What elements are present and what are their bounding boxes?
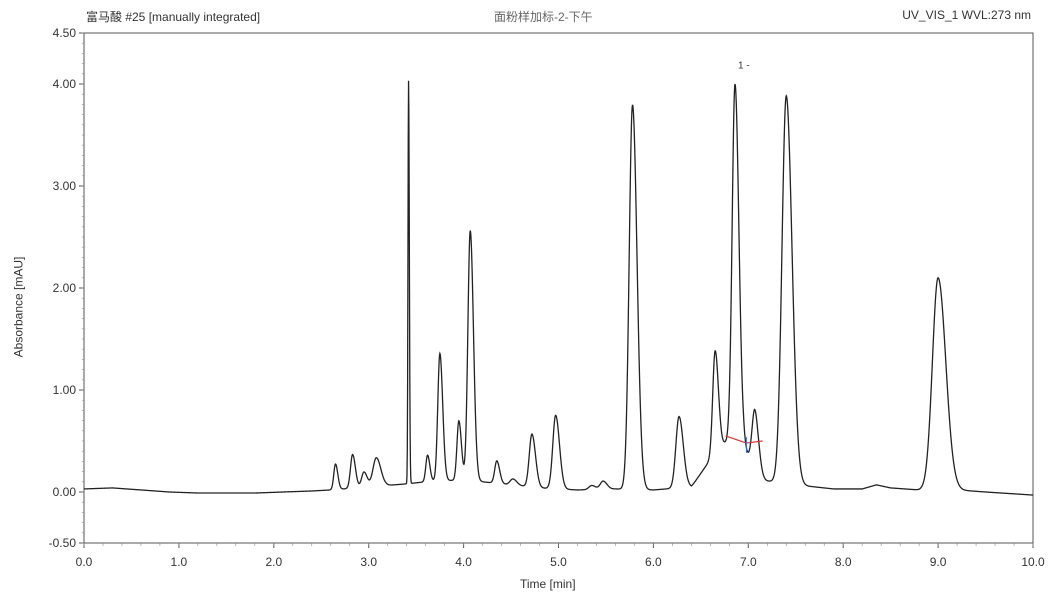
y-tick-label: 2.00 [53,281,77,295]
x-tick-label: 10.0 [1021,555,1045,569]
series-line-uv-vis-1 [83,80,1034,496]
x-tick-label: 8.0 [835,555,852,569]
chart-header-center: 面粉样加标-2-下午 [494,10,593,24]
y-tick-label: 0.00 [53,485,77,499]
peak-label: 1 - [738,61,750,72]
x-tick-label: 0.0 [76,555,93,569]
chart-header-right: UV_VIS_1 WVL:273 nm [902,8,1031,22]
chart-header-left: 富马酸 #25 [manually integrated] [86,10,261,24]
y-tick-label: 4.00 [53,77,77,91]
integration-baseline [725,435,763,444]
x-tick-label: 9.0 [930,555,947,569]
y-tick-label: 1.00 [53,383,77,397]
x-tick-label: 1.0 [171,555,188,569]
x-tick-label: 4.0 [455,555,472,569]
x-axis-label: Time [min] [520,577,576,591]
x-tick-label: 7.0 [740,555,757,569]
x-tick-label: 5.0 [550,555,567,569]
x-tick-label: 3.0 [360,555,377,569]
x-tick-label: 2.0 [265,555,282,569]
y-tick-label: 4.50 [53,26,77,40]
y-tick-label: -0.50 [49,536,77,550]
plot-frame [83,32,1034,544]
y-tick-label: 3.00 [53,179,77,193]
x-tick-label: 6.0 [645,555,662,569]
